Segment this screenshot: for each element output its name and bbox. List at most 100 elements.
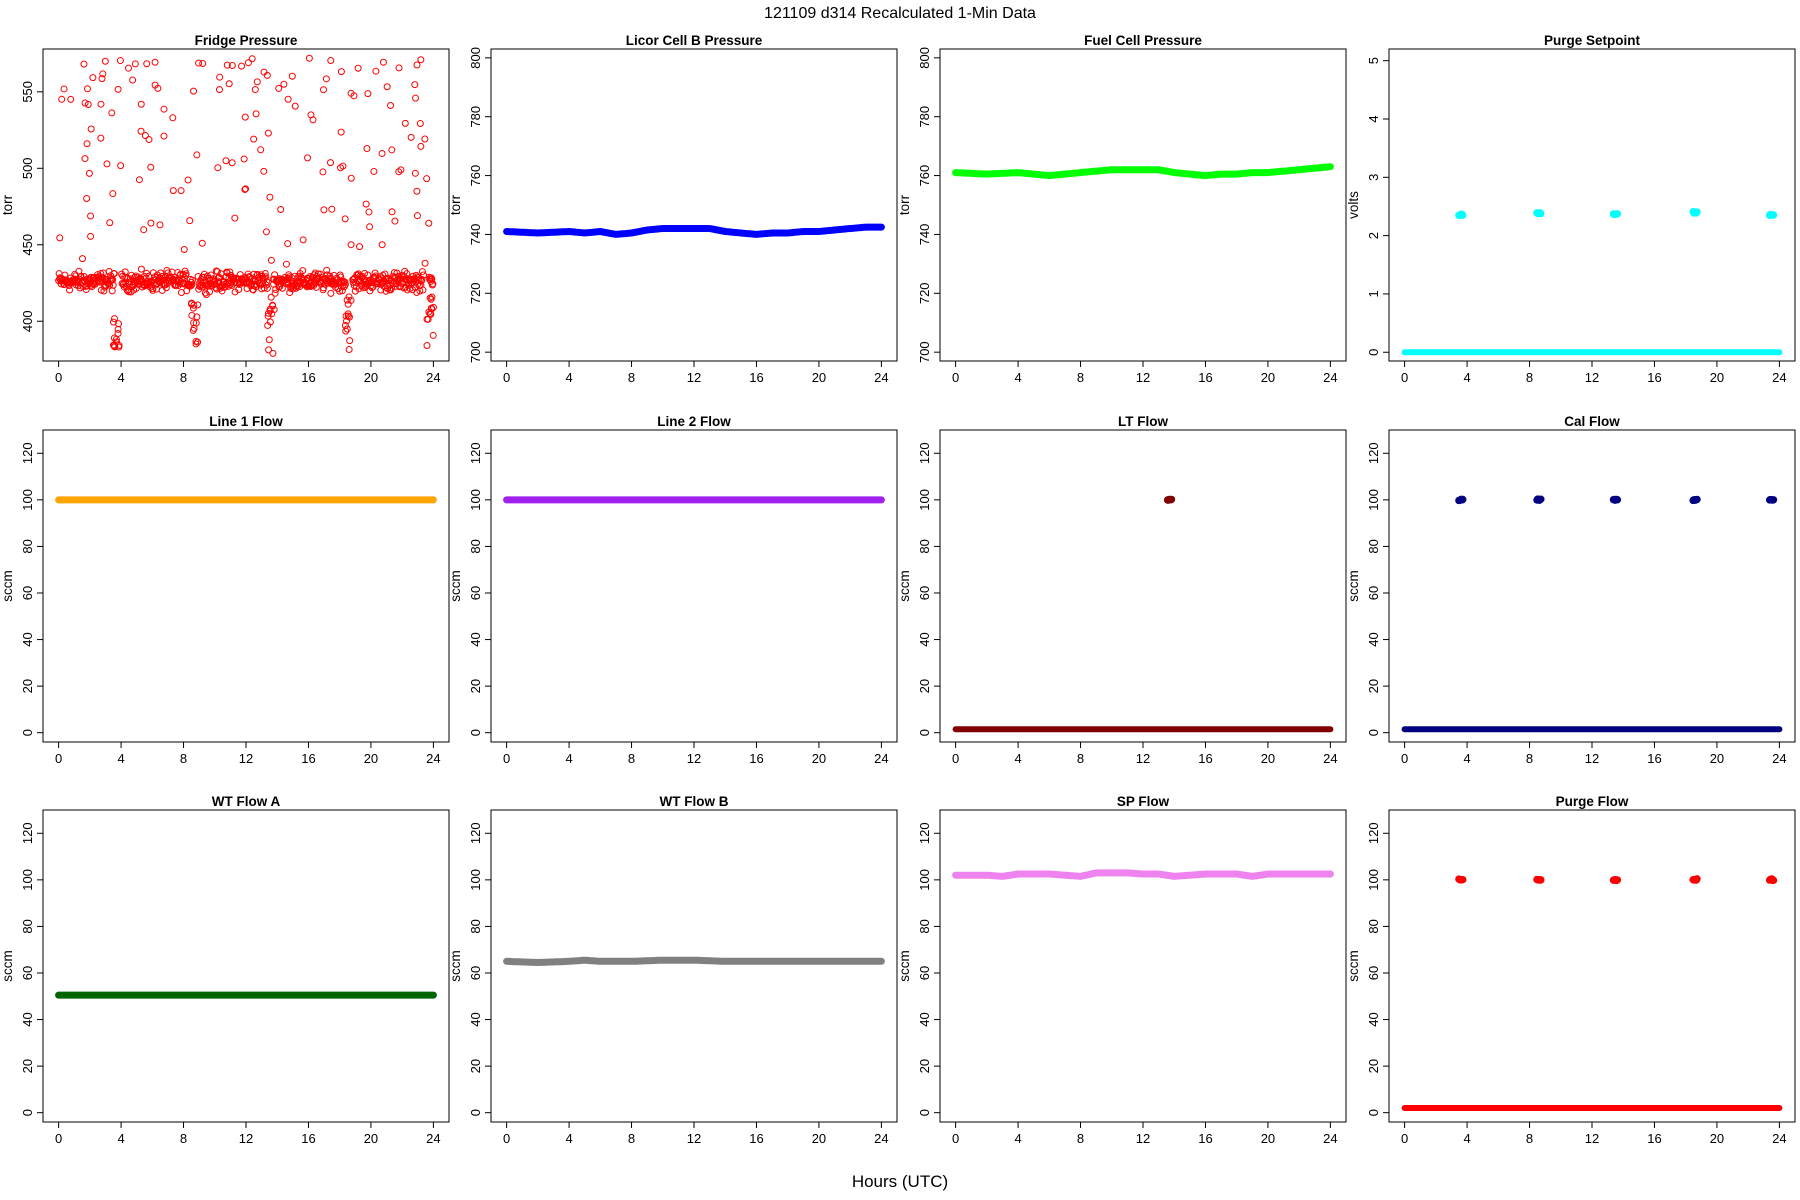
- data-point: [388, 208, 396, 216]
- data-marks: [1401, 207, 1783, 356]
- x-tick-label: 0: [1401, 751, 1408, 766]
- data-point: [137, 265, 145, 273]
- y-tick-label: 120: [20, 442, 35, 464]
- data-point: [271, 289, 279, 297]
- data-point: [83, 195, 91, 203]
- plot-frame: [1388, 429, 1796, 743]
- y-tick-label: 60: [468, 586, 483, 600]
- x-tick-label: 16: [1647, 751, 1661, 766]
- x-tick-label: 16: [1198, 751, 1212, 766]
- data-point: [282, 260, 290, 268]
- data-point: [372, 67, 380, 75]
- chart-panel: Line 1 Flow sccm 0 4 8 12 16 20 24 0 20 40 60 80 100 12…: [0, 414, 450, 766]
- plot-frame: [42, 48, 450, 362]
- data-point: [320, 284, 328, 292]
- data-point: [252, 110, 260, 118]
- data-point: [143, 60, 151, 68]
- data-point: [151, 81, 159, 89]
- data-point: [156, 221, 164, 229]
- y-tick-label: 0: [1366, 729, 1381, 736]
- data-point: [412, 94, 420, 102]
- y-tick-label: 700: [468, 341, 483, 363]
- x-tick-label: 24: [1323, 1131, 1337, 1146]
- x-tick-label: 20: [364, 370, 378, 385]
- x-tick-label: 20: [1261, 1131, 1275, 1146]
- y-tick-label: 60: [917, 966, 932, 980]
- data-point: [87, 212, 95, 220]
- panel-title: Purge Setpoint: [1544, 33, 1641, 48]
- data-point: [277, 205, 285, 213]
- y-tick-label: 0: [1366, 349, 1381, 356]
- x-tick-label: 4: [117, 751, 124, 766]
- data-point: [187, 300, 195, 308]
- x-tick-label: 4: [1463, 751, 1470, 766]
- y-tick-label: 40: [1366, 1012, 1381, 1026]
- x-tick-label: 8: [1077, 1131, 1084, 1146]
- data-point: [1613, 876, 1622, 884]
- x-tick-label: 20: [812, 1131, 826, 1146]
- data-point: [201, 289, 209, 297]
- data-point: [78, 255, 86, 263]
- data-point: [327, 289, 335, 297]
- plot-frame: [490, 809, 898, 1123]
- plot-frame: [1388, 809, 1796, 1123]
- panel-title: Fuel Cell Pressure: [1084, 33, 1202, 48]
- y-tick-label: 450: [20, 234, 35, 256]
- data-point: [188, 311, 196, 319]
- data-point: [194, 338, 202, 346]
- y-axis-label: sccm: [1346, 950, 1361, 982]
- data-point: [267, 293, 275, 301]
- data-point: [147, 163, 155, 171]
- data-point: [381, 270, 389, 278]
- x-tick-label: 4: [1463, 370, 1470, 385]
- y-tick-label: 0: [917, 1109, 932, 1116]
- y-tick-label: 800: [468, 47, 483, 69]
- x-tick-label: 8: [1526, 1131, 1533, 1146]
- data-point: [347, 241, 355, 249]
- y-tick-label: 80: [917, 919, 932, 933]
- x-tick-label: 4: [1014, 370, 1021, 385]
- y-tick-label: 40: [917, 1012, 932, 1026]
- data-point: [190, 87, 198, 95]
- x-tick-label: 20: [1261, 370, 1275, 385]
- x-tick-label: 0: [55, 1131, 62, 1146]
- data-point: [262, 281, 270, 289]
- x-tick-label: 16: [301, 1131, 315, 1146]
- data-point: [344, 300, 352, 308]
- data-point: [413, 61, 421, 69]
- figure-title: 121109 d314 Recalculated 1-Min Data: [764, 5, 1036, 22]
- data-point: [416, 120, 424, 128]
- chart-panel: WT Flow A sccm 0 4 8 12 16 20 24 0 20 40 60 80 100 120: [0, 794, 450, 1146]
- x-tick-label: 20: [364, 1131, 378, 1146]
- data-point: [223, 61, 231, 69]
- data-point: [1769, 876, 1778, 885]
- data-point: [327, 159, 335, 167]
- y-axis-label: torr: [897, 194, 912, 215]
- data-point: [135, 176, 143, 184]
- figure-x-axis-label: Hours (UTC): [852, 1172, 948, 1191]
- data-point: [199, 60, 207, 68]
- y-tick-label: 780: [468, 106, 483, 128]
- y-tick-label: 3: [1366, 174, 1381, 181]
- data-point: [222, 157, 230, 165]
- data-point: [271, 271, 279, 279]
- data-point: [352, 279, 360, 287]
- data-point: [423, 175, 431, 183]
- data-point: [421, 135, 429, 143]
- x-tick-label: 24: [874, 370, 888, 385]
- data-point: [379, 58, 387, 66]
- data-point: [228, 62, 236, 70]
- data-point: [337, 68, 345, 76]
- data-point: [266, 193, 274, 201]
- y-tick-label: 700: [917, 341, 932, 363]
- data-point: [1613, 496, 1622, 504]
- series-line: [503, 223, 885, 238]
- data-point: [264, 321, 272, 329]
- y-tick-label: 20: [20, 1059, 35, 1073]
- data-point: [417, 56, 425, 64]
- x-tick-label: 20: [812, 370, 826, 385]
- y-tick-label: 120: [1366, 822, 1381, 844]
- y-tick-label: 20: [917, 1059, 932, 1073]
- data-point: [226, 268, 234, 276]
